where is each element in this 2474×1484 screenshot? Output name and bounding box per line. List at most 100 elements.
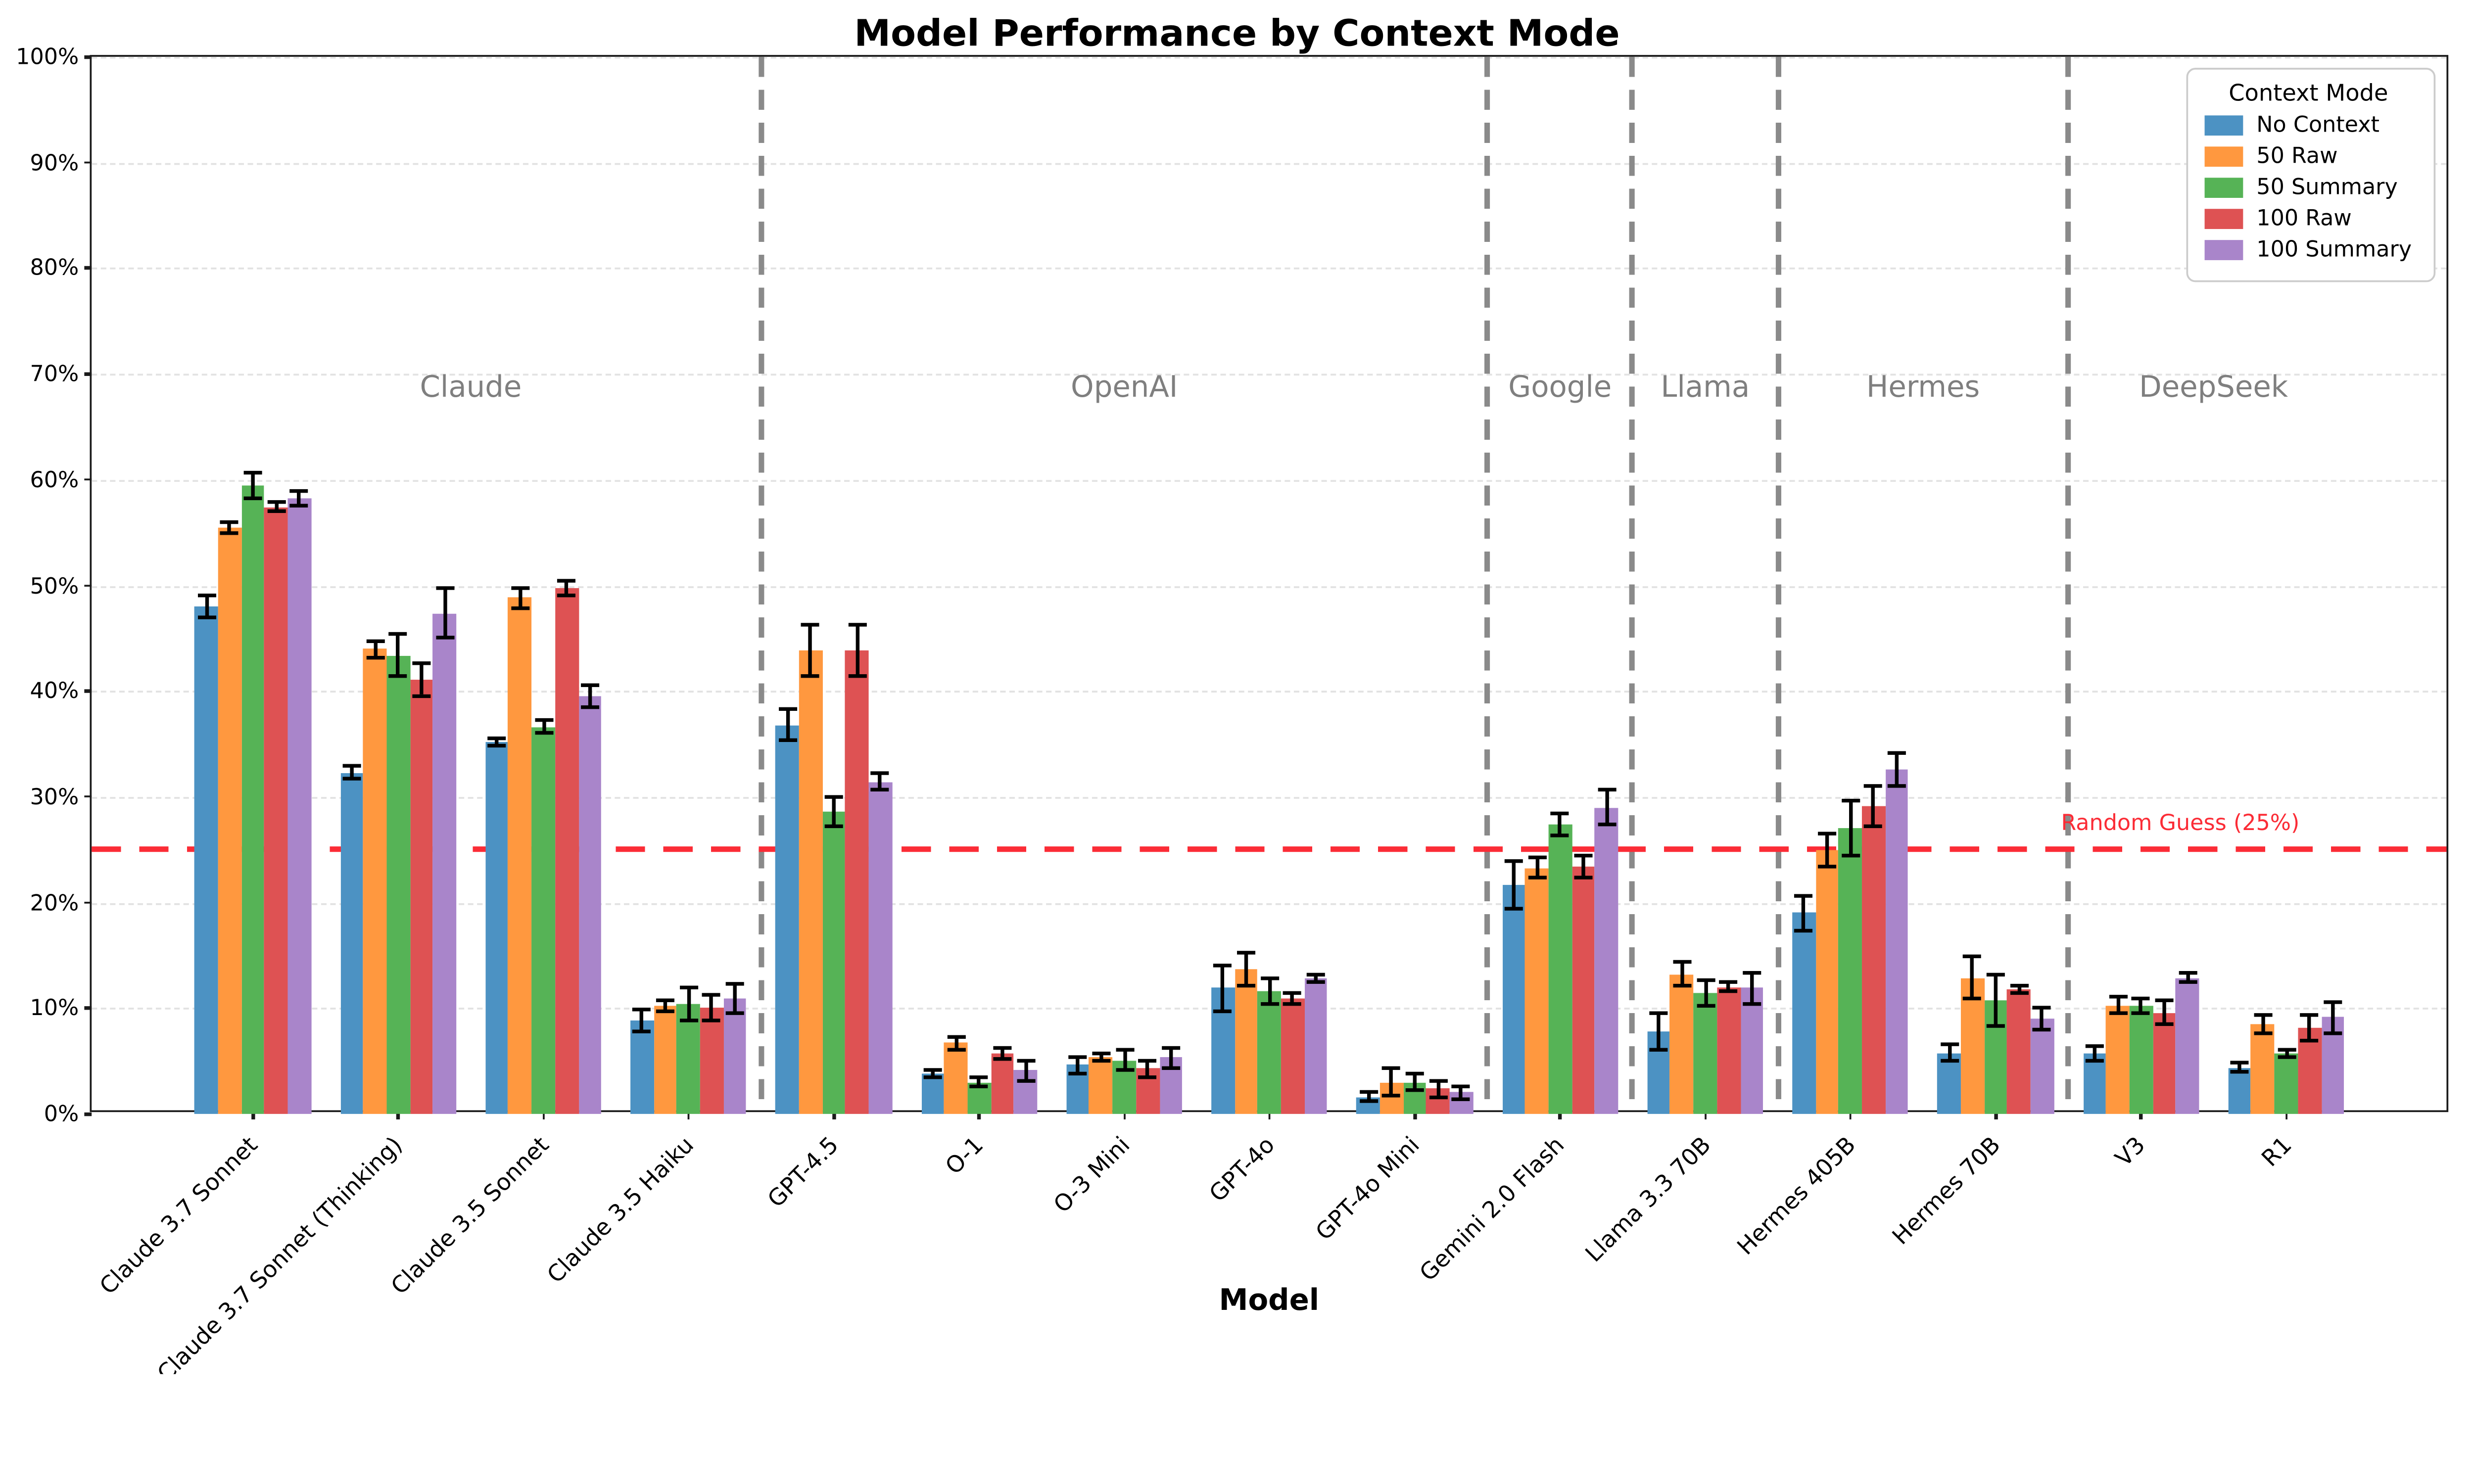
error-bar-cap bbox=[726, 1012, 745, 1016]
bar bbox=[1716, 987, 1740, 1114]
error-bar-cap bbox=[580, 683, 599, 687]
x-tick-label: O-1 bbox=[940, 1130, 989, 1180]
error-bar-cap bbox=[2009, 984, 2028, 988]
bar bbox=[677, 1004, 701, 1114]
bar bbox=[2030, 1019, 2054, 1114]
error-bar-cap bbox=[1742, 1002, 1761, 1006]
bar bbox=[868, 782, 892, 1114]
x-tick-label: V3 bbox=[2109, 1130, 2151, 1172]
error-bar bbox=[565, 580, 569, 595]
error-bar-cap bbox=[1016, 1078, 1035, 1082]
y-gridline bbox=[92, 162, 2447, 165]
error-bar-cap bbox=[2155, 1022, 2174, 1026]
legend-item: 50 Summary bbox=[2205, 174, 2412, 200]
error-bar-cap bbox=[2155, 999, 2174, 1003]
error-bar-cap bbox=[197, 616, 216, 620]
error-bar bbox=[1000, 1048, 1004, 1059]
error-bar-cap bbox=[2300, 1013, 2319, 1017]
x-tick-mark bbox=[1558, 1110, 1562, 1119]
y-tick-mark bbox=[84, 1112, 92, 1115]
bar bbox=[1792, 913, 1816, 1114]
error-bar bbox=[1825, 833, 1829, 867]
error-bar bbox=[1099, 1052, 1103, 1061]
x-tick-label: Claude 3.5 Sonnet bbox=[384, 1130, 553, 1300]
legend-item: No Context bbox=[2205, 112, 2412, 138]
legend-item-label: 100 Summary bbox=[2256, 236, 2412, 262]
y-tick-mark bbox=[84, 584, 92, 587]
group-label: Llama bbox=[1661, 369, 1750, 404]
bar bbox=[1281, 998, 1305, 1114]
group-label: Hermes bbox=[1866, 369, 1980, 404]
error-bar-cap bbox=[703, 993, 721, 998]
error-bar-cap bbox=[220, 530, 239, 535]
error-bar bbox=[1895, 752, 1899, 787]
error-bar-cap bbox=[290, 489, 309, 493]
error-bar bbox=[228, 522, 232, 533]
x-tick-label: Hermes 70B bbox=[1886, 1130, 2005, 1250]
error-bar-cap bbox=[726, 982, 745, 986]
error-bar-cap bbox=[656, 999, 675, 1003]
y-gridline bbox=[92, 585, 2447, 588]
error-bar-cap bbox=[1359, 1091, 1378, 1095]
bar bbox=[433, 612, 457, 1114]
x-tick-mark bbox=[251, 1110, 255, 1119]
x-tick-mark bbox=[977, 1110, 981, 1119]
x-tick-mark bbox=[1849, 1110, 1852, 1119]
error-bar-cap bbox=[1307, 973, 1326, 976]
group-separator-line bbox=[1484, 56, 1490, 1111]
error-bar-cap bbox=[2230, 1070, 2249, 1075]
group-separator-line bbox=[1629, 56, 1636, 1111]
error-bar-cap bbox=[1940, 1058, 1958, 1062]
legend-swatch bbox=[2205, 239, 2244, 260]
error-bar-cap bbox=[2132, 1010, 2150, 1015]
bar bbox=[555, 587, 578, 1114]
x-tick-mark bbox=[1268, 1110, 1271, 1119]
error-bar-cap bbox=[1742, 970, 1761, 974]
error-bar bbox=[204, 595, 208, 618]
error-bar-cap bbox=[435, 635, 454, 639]
error-bar bbox=[1726, 982, 1730, 991]
error-bar bbox=[1122, 1049, 1126, 1071]
error-bar-cap bbox=[970, 1084, 989, 1088]
error-bar-cap bbox=[848, 673, 866, 677]
error-bar-cap bbox=[1719, 981, 1738, 985]
error-bar bbox=[419, 663, 424, 696]
x-tick-label: Claude 3.7 Sonnet bbox=[94, 1130, 263, 1300]
error-bar-cap bbox=[1260, 976, 1279, 981]
error-bar-cap bbox=[679, 986, 698, 990]
error-bar-cap bbox=[824, 795, 843, 799]
bar bbox=[1089, 1057, 1113, 1114]
error-bar-cap bbox=[412, 661, 431, 666]
error-bar bbox=[832, 796, 836, 827]
bar bbox=[1815, 849, 1839, 1114]
bar bbox=[2007, 989, 2031, 1114]
bar bbox=[1502, 884, 1525, 1114]
x-tick-label: Gemini 2.0 Flash bbox=[1414, 1130, 1570, 1287]
bar bbox=[2129, 1005, 2153, 1114]
chart-title: Model Performance by Context Mode bbox=[854, 11, 1620, 55]
legend-title: Context Mode bbox=[2229, 79, 2388, 106]
bar bbox=[822, 811, 846, 1114]
error-bar-cap bbox=[342, 764, 361, 768]
error-bar-cap bbox=[1963, 954, 1982, 959]
error-bar bbox=[1947, 1045, 1951, 1060]
bar bbox=[241, 485, 265, 1114]
error-bar-cap bbox=[633, 1029, 652, 1033]
error-bar bbox=[2186, 972, 2189, 983]
error-bar bbox=[1389, 1068, 1393, 1096]
legend: Context Mode No Context 50 Raw 50 Summary 10… bbox=[2187, 68, 2436, 282]
error-bar-cap bbox=[1452, 1084, 1471, 1088]
error-bar-cap bbox=[923, 1067, 942, 1071]
error-bar bbox=[1581, 856, 1585, 878]
y-tick-label: 20% bbox=[30, 889, 79, 916]
error-bar-cap bbox=[1597, 822, 1616, 826]
legend-swatch bbox=[2205, 114, 2244, 135]
error-bar-cap bbox=[1672, 984, 1691, 988]
error-bar bbox=[2040, 1008, 2045, 1029]
y-tick-mark bbox=[84, 372, 92, 375]
error-bar-cap bbox=[366, 638, 384, 643]
legend-item-label: 50 Raw bbox=[2256, 142, 2338, 169]
error-bar-cap bbox=[2108, 994, 2127, 999]
error-bar-cap bbox=[243, 470, 262, 474]
error-bar-cap bbox=[2178, 981, 2197, 985]
